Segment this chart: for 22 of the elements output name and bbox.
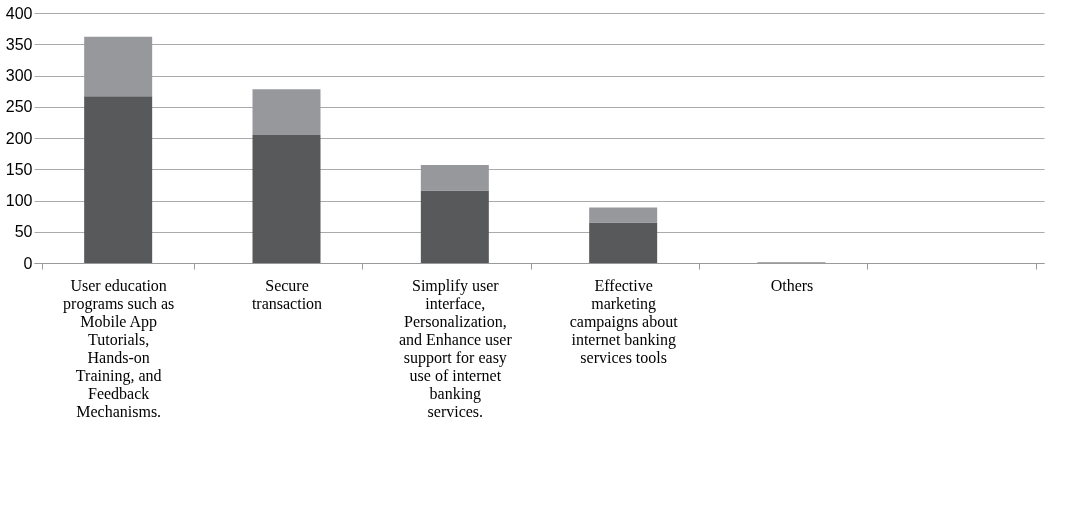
bar [252, 134, 321, 263]
bar [252, 89, 321, 135]
bar [589, 222, 658, 263]
y-tick-label: 50 [14, 223, 33, 241]
bar [420, 164, 489, 191]
y-tick-label: 350 [5, 35, 33, 53]
x-tick-label: User education programs such as Mobile App Tutorials, Hands-on Training, and Feedback Mechanisms. [63, 276, 175, 420]
y-tick-label: 0 [23, 254, 33, 272]
x-tick-label: Secure transaction [251, 276, 323, 312]
y-tick-label: 300 [5, 67, 33, 84]
bar [589, 207, 658, 223]
x-tick-label: Simplify user interface, Personalization, and Enhance user support for easy use of internet banking services. [398, 276, 513, 420]
y-tick-label: 100 [5, 192, 33, 209]
y-tick-label: 400 [5, 4, 33, 22]
y-tick-label: 200 [5, 129, 33, 147]
y-tick-label: 250 [5, 98, 33, 116]
bar [420, 190, 489, 263]
bar [84, 96, 153, 263]
x-tick-label: Others [770, 276, 814, 294]
x-tick-label: Effective marketing campaigns about internet banking services tools [569, 276, 679, 366]
y-tick-label: 150 [5, 160, 33, 178]
bar [84, 36, 153, 97]
